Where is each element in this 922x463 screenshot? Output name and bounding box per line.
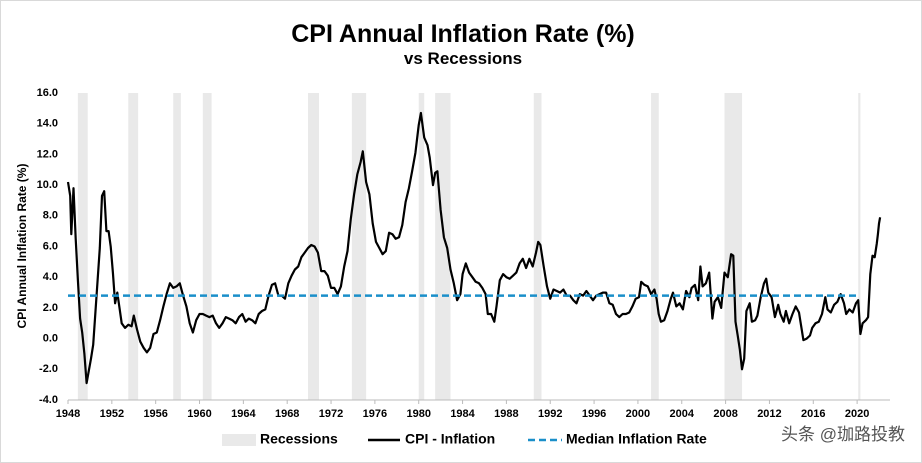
recession-band — [77, 93, 88, 400]
y-tick-label: 8.0 — [43, 210, 58, 222]
legend-label: CPI - Inflation — [405, 431, 495, 447]
recession-band — [173, 93, 181, 400]
watermark: 头条 @珈路投教 — [781, 425, 905, 444]
legend-swatch — [222, 434, 256, 446]
x-tick-label: 1972 — [319, 408, 343, 420]
recession-band — [651, 93, 659, 400]
x-tick-label: 1984 — [450, 408, 475, 420]
cpi-line — [66, 111, 882, 385]
recession-band — [202, 93, 212, 400]
y-tick-label: 10.0 — [37, 179, 58, 191]
x-tick-label: 1968 — [275, 408, 299, 420]
x-tick-label: 2020 — [845, 408, 869, 420]
legend-label: Recessions — [260, 431, 338, 447]
y-tick-label: 0.0 — [43, 333, 58, 345]
x-tick-label: 2012 — [757, 408, 781, 420]
recession-band — [858, 93, 861, 400]
y-tick-label: 6.0 — [43, 240, 58, 252]
recession-band — [351, 93, 367, 400]
y-axis-label: CPI Annual Inflation Rate (%) — [15, 164, 29, 329]
y-tick-label: 16.0 — [37, 87, 58, 99]
chart-title: CPI Annual Inflation Rate (%) — [291, 20, 635, 48]
y-tick-label: 12.0 — [37, 148, 58, 160]
x-tick-label: 1960 — [187, 408, 211, 420]
y-tick-label: -4.0 — [39, 394, 58, 406]
x-tick-label: 2008 — [713, 408, 737, 420]
x-tick-label: 1948 — [56, 408, 80, 420]
x-tick-label: 1956 — [143, 408, 167, 420]
recession-band — [435, 93, 451, 400]
x-tick-label: 1952 — [100, 408, 124, 420]
x-tick-label: 2016 — [801, 408, 825, 420]
x-tick-label: 1976 — [363, 408, 387, 420]
recession-band — [128, 93, 139, 400]
x-tick-label: 2000 — [626, 408, 650, 420]
recession-band — [724, 93, 743, 400]
legend-label: Median Inflation Rate — [566, 431, 707, 447]
y-tick-label: 4.0 — [43, 271, 58, 283]
y-tick-label: -2.0 — [39, 363, 58, 375]
x-tick-label: 2004 — [670, 408, 695, 420]
y-tick-label: 14.0 — [37, 118, 58, 130]
chart-subtitle: vs Recessions — [404, 49, 522, 68]
x-tick-label: 1964 — [231, 408, 256, 420]
x-tick-label: 1980 — [406, 408, 430, 420]
x-tick-label: 1996 — [582, 408, 606, 420]
x-tick-label: 1992 — [538, 408, 562, 420]
y-tick-label: 2.0 — [43, 302, 58, 314]
x-tick-label: 1988 — [494, 408, 518, 420]
recession-band — [418, 93, 425, 400]
